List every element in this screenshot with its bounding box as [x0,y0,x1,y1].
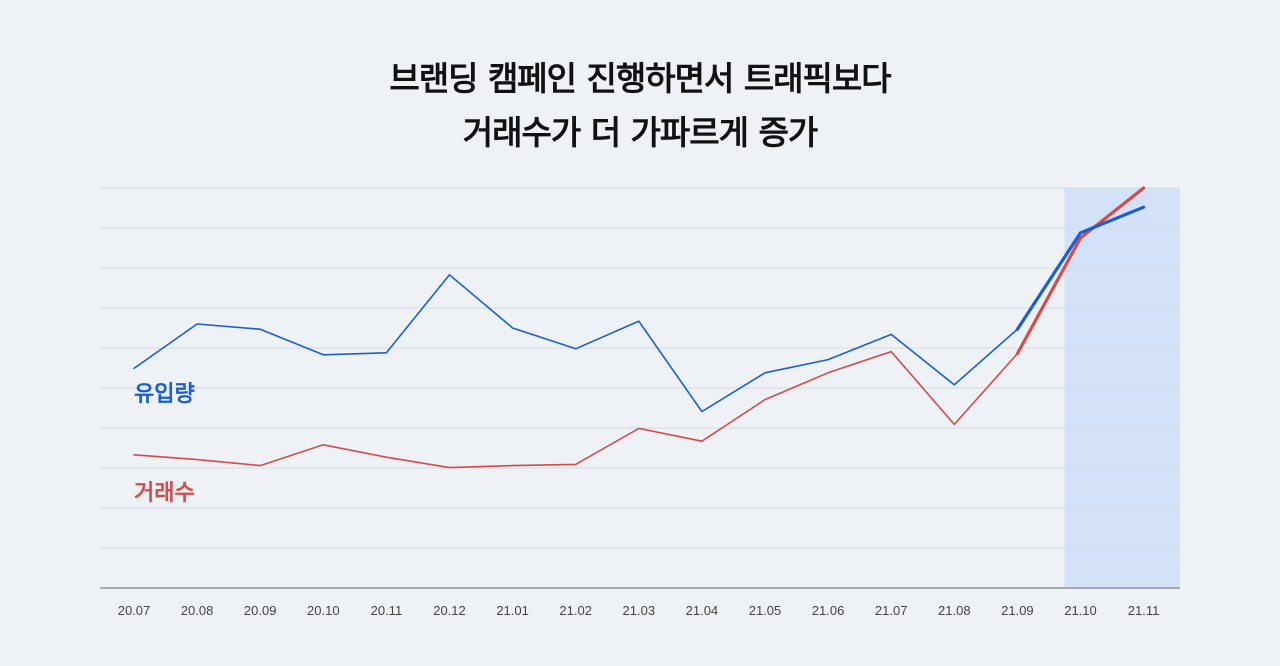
series-label-transactions: 거래수 [134,481,195,506]
x-tick-label: 20.07 [118,603,151,618]
series-line-inflow [133,232,1082,413]
x-tick-label: 21.06 [812,603,845,618]
chart-title-line-2: 거래수가 더 가파르게 증가 [462,113,818,152]
x-tick-label: 20.10 [307,603,340,618]
x-tick-label: 21.02 [559,603,592,618]
chart-title-line-1: 브랜딩 캠페인 진행하면서 트래픽보다 [389,59,891,98]
x-tick-label: 21.11 [1128,603,1160,618]
x-tick-label: 21.05 [749,603,782,618]
x-tick-label: 21.01 [496,603,529,618]
x-tick-label: 21.09 [1001,603,1034,618]
x-tick-label: 20.12 [433,603,466,618]
gridlines [100,187,1180,589]
series-lines [133,186,1146,469]
series-line-transactions [133,237,1082,469]
x-tick-label: 21.07 [875,603,908,618]
x-tick-label: 20.08 [181,603,214,618]
series-line-highlight-transactions [1015,186,1146,356]
chart-title: 브랜딩 캠페인 진행하면서 트래픽보다 거래수가 더 가파르게 증가 [0,52,1280,160]
series-label-inflow: 유입량 [134,382,195,407]
series-line-highlight-inflow [1015,205,1146,331]
x-tick-label: 21.04 [686,603,719,618]
x-axis-ticks: 20.07 20.08 20.09 20.10 20.11 20.12 21.01 21.02… [118,603,1160,618]
x-tick-label: 20.11 [371,603,403,618]
x-tick-label: 21.08 [938,603,971,618]
x-tick-label: 21.03 [623,603,656,618]
x-tick-label: 20.09 [244,603,277,618]
x-tick-label: 21.10 [1064,603,1097,618]
